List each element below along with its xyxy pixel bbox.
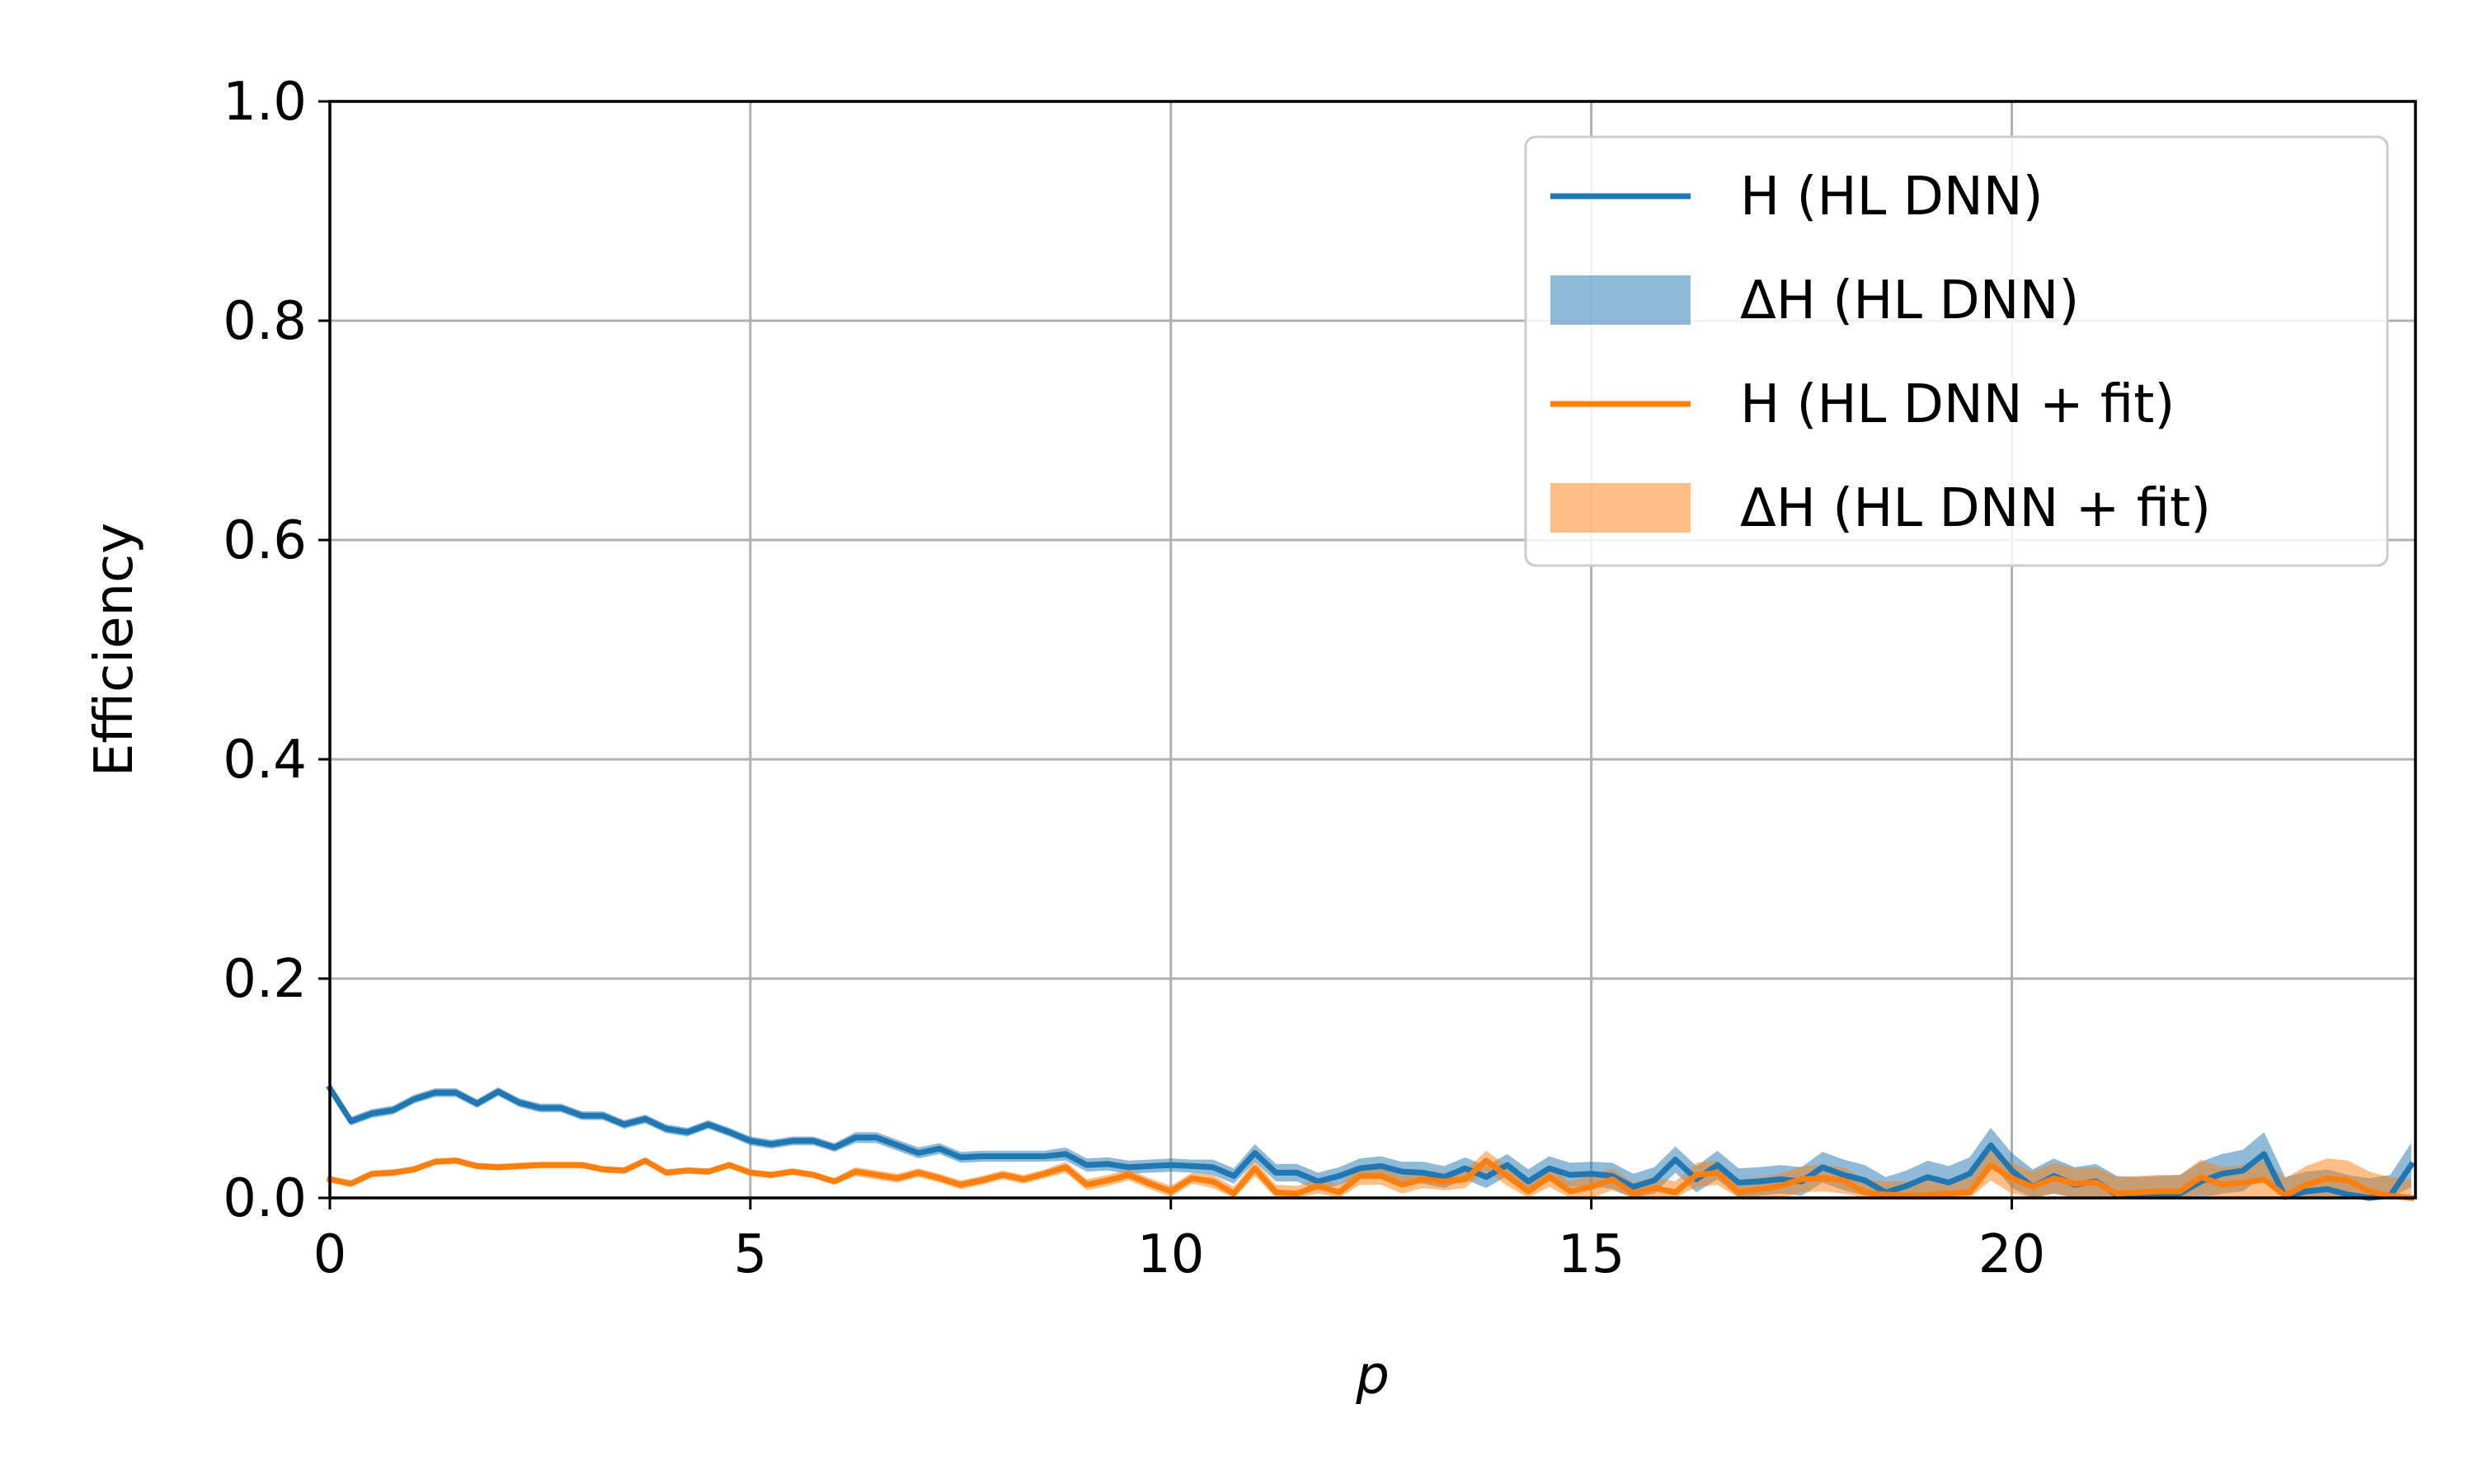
x-tick-label: 0	[313, 1224, 347, 1285]
y-tick-label: 0.2	[223, 949, 307, 1010]
series-lines	[326, 1084, 2415, 1201]
line-series-2	[326, 1158, 2415, 1201]
axis-ticks: 0 5 10 15 20 0.0 0.2 0.4 0.6 0.8 1.0	[223, 72, 2045, 1285]
legend-band-swatch	[1550, 483, 1691, 533]
x-tick-label: 5	[734, 1224, 768, 1285]
y-tick-label: 0.6	[223, 510, 307, 571]
legend-box	[1524, 135, 2389, 567]
y-tick-label: 1.0	[223, 72, 307, 133]
legend-label: H (HL DNN)	[1740, 167, 2044, 228]
x-tick-label: 15	[1558, 1224, 1625, 1285]
y-axis-label: Efficiency	[84, 523, 145, 777]
x-tick-label: 10	[1137, 1224, 1204, 1285]
x-axis-label: p	[1355, 1345, 1390, 1407]
legend: H (HL DNN) ΔH (HL DNN) H (HL DNN + fit) ΔH …	[1524, 135, 2389, 567]
legend-band-swatch	[1550, 275, 1691, 325]
legend-label: H (HL DNN + fit)	[1740, 374, 2175, 435]
y-tick-label: 0.0	[223, 1168, 307, 1229]
legend-label: ΔH (HL DNN)	[1740, 270, 2079, 331]
legend-label: ΔH (HL DNN + fit)	[1740, 478, 2211, 539]
y-tick-label: 0.8	[223, 291, 307, 352]
plot-frame	[328, 100, 2417, 1200]
x-tick-label: 20	[1978, 1224, 2045, 1285]
y-tick-label: 0.4	[223, 730, 307, 791]
